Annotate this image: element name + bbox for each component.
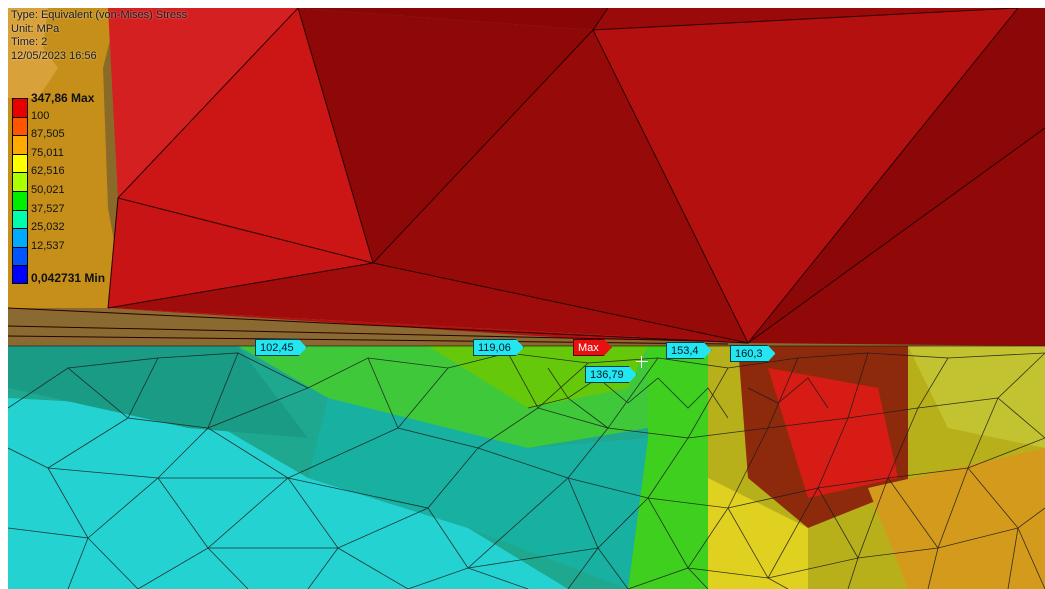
probe-102-label[interactable]: 102,45 xyxy=(255,339,307,356)
legend-swatch xyxy=(12,135,28,154)
legend-label[interactable]: 25,032 xyxy=(31,221,65,234)
fe-mesh-view[interactable] xyxy=(8,8,1045,589)
result-type: Type: Equivalent (von-Mises) Stress xyxy=(11,9,188,21)
result-header: Type: Equivalent (von-Mises) Stress Unit… xyxy=(11,9,187,63)
legend-swatch xyxy=(12,246,28,266)
legend-label[interactable]: 87,505 xyxy=(31,128,65,141)
legend-swatch xyxy=(12,209,28,229)
legend-swatch xyxy=(12,153,28,173)
legend-label[interactable]: 0,042731 Min xyxy=(31,271,106,286)
cursor-crosshair-icon xyxy=(636,356,648,368)
probe-136-label[interactable]: 136,79 xyxy=(585,366,637,383)
result-date: 12/05/2023 16:56 xyxy=(11,49,97,62)
probe-153-label[interactable]: 153,4 xyxy=(666,342,712,359)
legend-swatch xyxy=(12,228,28,247)
result-unit: Unit: MPa xyxy=(11,22,60,35)
model-viewport[interactable]: Type: Equivalent (von-Mises) Stress Unit… xyxy=(8,8,1045,589)
legend-swatch xyxy=(12,172,28,191)
result-time: Time: 2 xyxy=(11,36,48,48)
legend-label[interactable]: 62,516 xyxy=(31,165,65,178)
probe-160-label[interactable]: 160,3 xyxy=(730,345,776,362)
legend-swatch xyxy=(12,265,28,284)
legend-swatch xyxy=(12,98,28,117)
legend-swatch xyxy=(12,190,28,210)
legend-label[interactable]: 12,537 xyxy=(31,239,65,252)
legend-label[interactable]: 347,86 Max xyxy=(31,91,95,105)
legend-label[interactable]: 75,011 xyxy=(31,146,64,159)
legend-label[interactable]: 50,021 xyxy=(31,183,65,196)
legend-swatch xyxy=(12,116,28,136)
probe-max-label[interactable]: Max xyxy=(573,339,612,356)
legend-label[interactable]: 100 xyxy=(31,109,50,122)
probe-119-label[interactable]: 119,06 xyxy=(473,339,524,356)
legend-label[interactable]: 37,527 xyxy=(31,202,65,215)
